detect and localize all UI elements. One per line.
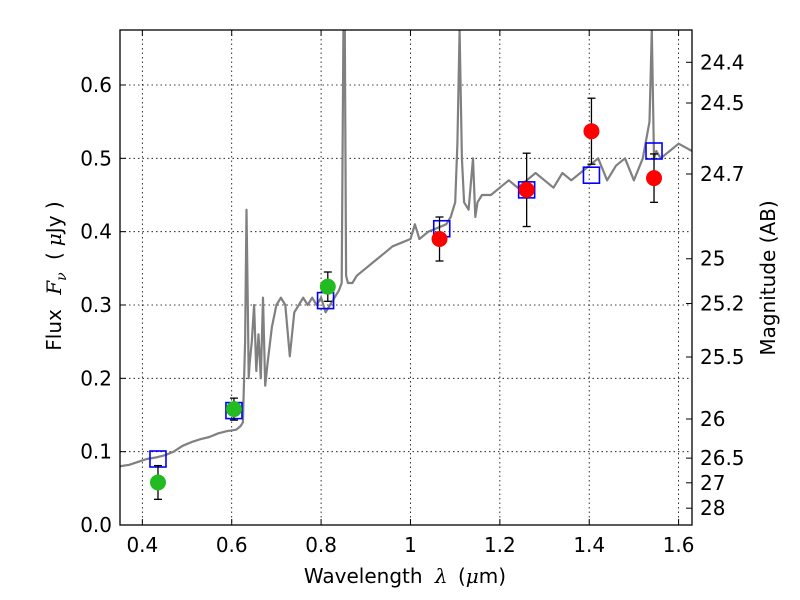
y2-tick-label: 24.4 bbox=[700, 50, 745, 74]
y-axis-label-unit: Jy ) bbox=[42, 201, 66, 235]
y2-tick-label: 25 bbox=[700, 247, 725, 271]
x-tick-label: 1 bbox=[404, 533, 417, 557]
ticks: 0.4 0.6 0.8 1 1.2 1.4 1.6 0.0 0.1 0.2 0.3 0.4 0.5 0.6… bbox=[80, 30, 745, 557]
y-tick-label: 0.4 bbox=[80, 220, 112, 244]
y-axis-label-symbol: F bbox=[42, 280, 66, 296]
y2-tick-label: 24.5 bbox=[700, 91, 745, 115]
y2-tick-label: 27 bbox=[700, 471, 725, 495]
x-tick-label: 1.2 bbox=[484, 533, 516, 557]
y-tick-label: 0.3 bbox=[80, 293, 112, 317]
y-tick-label: 0.0 bbox=[80, 513, 112, 537]
y2-tick-label: 24.7 bbox=[700, 162, 745, 186]
y-axis-label: Flux Fν ( μJy ) bbox=[42, 201, 71, 350]
y-axis-label-open: ( bbox=[42, 252, 66, 260]
grid bbox=[120, 30, 692, 526]
x-tick-label: 1.4 bbox=[573, 533, 605, 557]
x-tick-label: 0.4 bbox=[126, 533, 158, 557]
y2-axis-label: Magnitude (AB) bbox=[756, 200, 780, 355]
observed-nir-point bbox=[431, 231, 448, 247]
x-axis-label-prefix: Wavelength bbox=[304, 564, 423, 588]
y2-tick-label: 25.2 bbox=[700, 292, 745, 316]
observed-nir-point bbox=[583, 123, 600, 140]
y-axis-label-mu: μ bbox=[42, 233, 66, 246]
y-tick-label: 0.2 bbox=[80, 366, 112, 390]
plot-frame bbox=[119, 29, 693, 526]
observed-optical-point bbox=[149, 474, 166, 491]
observed-nir-point bbox=[518, 181, 535, 198]
x-axis-label-mu: μ bbox=[466, 564, 479, 588]
y-axis-label-prefix: Flux bbox=[42, 309, 66, 351]
y-tick-label: 0.5 bbox=[80, 146, 112, 170]
model-spectrum-line bbox=[120, 30, 692, 468]
y2-tick-label: 28 bbox=[700, 496, 725, 520]
y-tick-label: 0.1 bbox=[80, 440, 112, 464]
observed-nir-point bbox=[646, 170, 663, 187]
observed-optical-point bbox=[319, 278, 336, 295]
plot-content bbox=[120, 30, 692, 500]
observed-optical-point bbox=[225, 401, 242, 418]
y2-tick-label: 26.5 bbox=[700, 446, 745, 470]
y2-tick-label: 25.5 bbox=[700, 345, 745, 369]
x-tick-label: 1.6 bbox=[663, 533, 695, 557]
x-axis-label-unit: m) bbox=[479, 564, 506, 588]
y2-tick-label: 26 bbox=[700, 407, 725, 431]
x-axis-label-open: ( bbox=[458, 564, 466, 588]
x-tick-label: 0.6 bbox=[216, 533, 248, 557]
y-tick-label: 0.6 bbox=[80, 73, 112, 97]
model-point-square bbox=[582, 166, 601, 184]
x-tick-label: 0.8 bbox=[305, 533, 337, 557]
y-axis-label-subscript: ν bbox=[54, 272, 70, 281]
x-axis-label: Wavelength λ (μm) bbox=[304, 564, 506, 588]
x-axis-label-symbol: λ bbox=[434, 564, 448, 588]
